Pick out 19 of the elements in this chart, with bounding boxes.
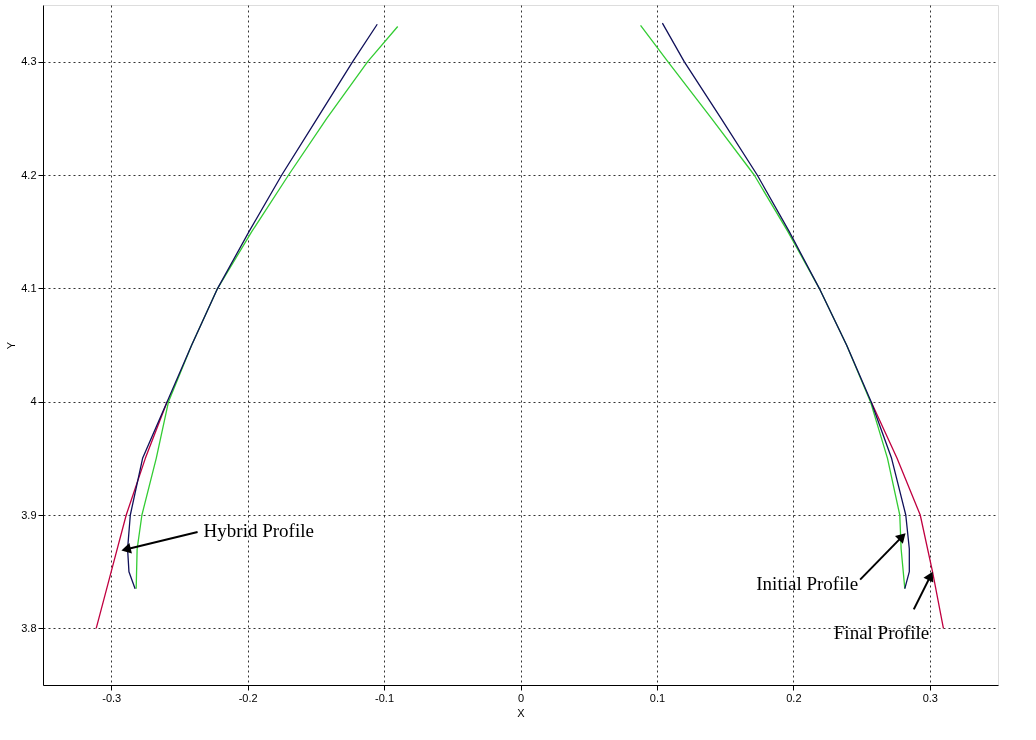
y-tick-label: 4.1: [21, 281, 37, 294]
x-tick-label: 0.3: [922, 691, 938, 704]
x-axis-title: X: [517, 706, 526, 719]
annotation: Initial Profile: [756, 572, 859, 594]
x-tick-label: 0.1: [649, 691, 666, 704]
y-tick-label: 3.8: [21, 621, 37, 634]
y-axis-title: Y: [5, 341, 18, 350]
y-tick-label: 3.9: [21, 508, 37, 521]
y-tick-label: 4.3: [21, 55, 37, 68]
annotation: Hybrid Profile: [203, 520, 314, 541]
x-tick-label: -0.2: [238, 691, 258, 704]
x-tick-label: 0: [517, 691, 525, 704]
x-tick-label: 0.2: [786, 691, 802, 704]
y-tick-label: 4: [30, 395, 37, 408]
x-tick-label: -0.3: [102, 691, 122, 704]
y-tick-label: 4.2: [21, 168, 37, 181]
x-tick-label: -0.1: [375, 691, 395, 704]
line-series: [95, 401, 168, 629]
annotation: Final Profile: [833, 622, 930, 644]
